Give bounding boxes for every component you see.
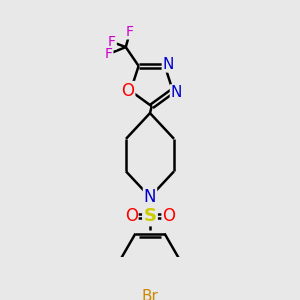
Text: F: F <box>126 25 134 39</box>
Text: F: F <box>105 47 112 61</box>
Text: S: S <box>143 207 157 225</box>
Text: N: N <box>163 57 174 72</box>
Text: N: N <box>171 85 182 100</box>
Text: O: O <box>162 207 176 225</box>
Text: N: N <box>144 188 156 206</box>
Text: Br: Br <box>142 289 158 300</box>
Text: O: O <box>124 207 138 225</box>
Text: O: O <box>122 82 134 100</box>
Text: F: F <box>108 35 116 49</box>
